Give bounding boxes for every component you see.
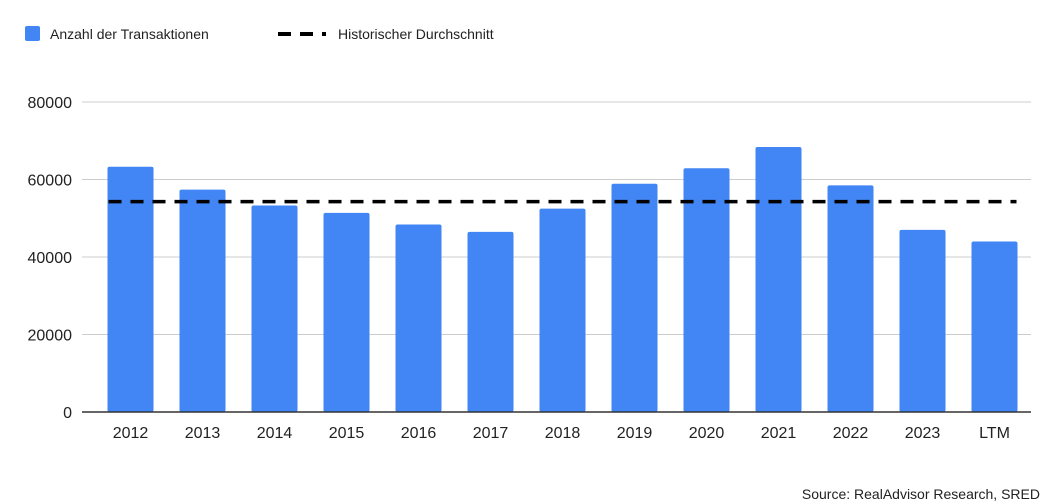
source-note: Source: RealAdvisor Research, SRED: [802, 486, 1040, 502]
x-axis-labels: 2012 2013 2014 2015 2016 2017 2018 2019 2020 2021…: [113, 425, 1010, 442]
y-tick-label: 40000: [28, 250, 73, 267]
bar-2013: [179, 189, 226, 412]
bar-2014: [251, 205, 298, 412]
bar-ltm: [971, 241, 1018, 412]
y-tick-label: 0: [63, 405, 72, 422]
bar-2023: [899, 229, 946, 412]
y-tick-label: 80000: [28, 95, 73, 112]
bar-2015: [323, 212, 370, 412]
legend-label-average: Historischer Durchschnitt: [338, 26, 494, 42]
x-tick-label: 2019: [617, 425, 653, 442]
bar-2016: [395, 224, 442, 412]
bar-2017: [467, 231, 514, 412]
y-axis-labels: 0 20000 40000 60000 80000: [28, 95, 73, 422]
x-tick-label: 2013: [185, 425, 221, 442]
bars: [107, 146, 1018, 412]
legend: Anzahl der Transaktionen Historischer Du…: [25, 26, 494, 42]
y-tick-label: 60000: [28, 173, 73, 190]
x-tick-label: 2023: [905, 425, 941, 442]
x-tick-label: 2015: [329, 425, 365, 442]
x-tick-label: 2012: [113, 425, 149, 442]
bar-2012: [107, 166, 154, 412]
x-tick-label: 2017: [473, 425, 509, 442]
bar-2020: [683, 168, 730, 412]
bar-2022: [827, 185, 874, 412]
x-tick-label: LTM: [979, 425, 1010, 442]
x-tick-label: 2014: [257, 425, 293, 442]
x-tick-label: 2018: [545, 425, 581, 442]
bar-2021: [755, 146, 802, 412]
bar-2019: [611, 183, 658, 412]
y-tick-label: 20000: [28, 328, 73, 345]
legend-label-transactions: Anzahl der Transaktionen: [50, 26, 209, 42]
x-tick-label: 2020: [689, 425, 725, 442]
bar-2018: [539, 208, 586, 412]
x-tick-label: 2021: [761, 425, 797, 442]
legend-swatch-transactions: [25, 26, 40, 41]
x-tick-label: 2016: [401, 425, 437, 442]
x-tick-label: 2022: [833, 425, 869, 442]
